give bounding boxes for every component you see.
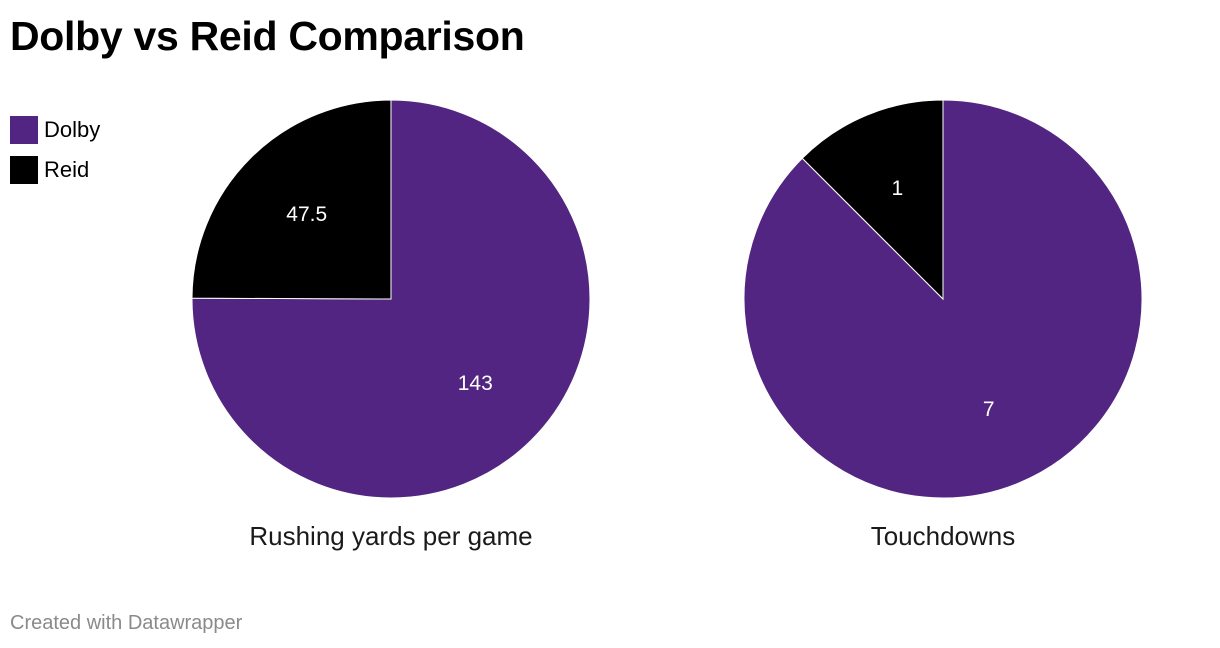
pie-chart-1: 143 47.5 Rushing yards per game	[191, 99, 591, 551]
footer-credit: Created with Datawrapper	[10, 612, 243, 634]
data-label-reid: 47.5	[286, 203, 327, 226]
legend-swatch-reid	[10, 156, 38, 184]
pie-chart-title: Touchdowns	[871, 521, 1016, 551]
legend-item-reid: Reid	[10, 150, 100, 190]
pie-slice-reid	[801, 99, 944, 301]
pie-slice-reid	[191, 99, 392, 300]
data-label-reid: 1	[891, 177, 903, 200]
legend-label-dolby: Dolby	[44, 117, 101, 142]
pie-chart-2: 7 1 Touchdowns	[743, 99, 1143, 551]
data-label-dolby: 7	[983, 398, 995, 421]
data-label-dolby: 143	[458, 372, 493, 395]
pie-chart-title: Rushing yards per game	[249, 521, 532, 551]
legend-item-dolby: Dolby	[10, 110, 100, 150]
legend: Dolby Reid	[10, 110, 100, 190]
pie-slice-dolby	[191, 99, 591, 499]
legend-label-reid: Reid	[44, 157, 90, 182]
chart-title: Dolby vs Reid Comparison	[10, 13, 525, 59]
legend-swatch-dolby	[10, 116, 38, 144]
